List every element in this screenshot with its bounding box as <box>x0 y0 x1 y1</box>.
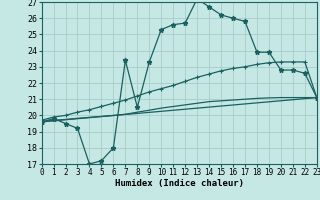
X-axis label: Humidex (Indice chaleur): Humidex (Indice chaleur) <box>115 179 244 188</box>
